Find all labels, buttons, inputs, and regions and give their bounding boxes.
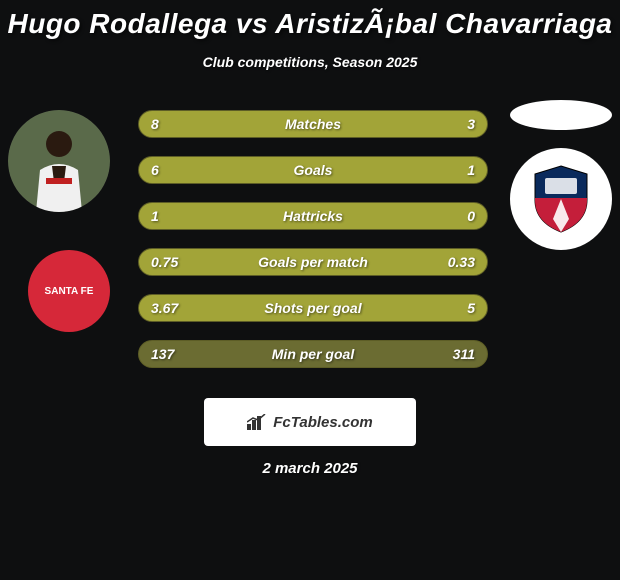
- stat-bar: 0.75 Goals per match 0.33: [138, 248, 488, 276]
- stat-bar: 3.67 Shots per goal 5: [138, 294, 488, 322]
- stat-left-value: 0.75: [151, 254, 178, 270]
- chart-icon: [247, 414, 267, 430]
- stat-right-value: 0.33: [448, 254, 475, 270]
- page-title: Hugo Rodallega vs AristizÃ¡bal Chavarria…: [0, 0, 620, 40]
- player1-avatar: [8, 110, 110, 212]
- stat-bar: 8 Matches 3: [138, 110, 488, 138]
- player2-avatar: [510, 100, 612, 130]
- stat-label: Min per goal: [272, 346, 354, 362]
- club-badge-label: SANTA FE: [45, 286, 94, 297]
- stat-label: Shots per goal: [264, 300, 361, 316]
- content-area: SANTA FE 8 Matches 3 6 Goals 1 1 Hattricks 0 0.75…: [0, 110, 620, 368]
- stat-left-value: 137: [151, 346, 174, 362]
- branding-label: FcTables.com: [273, 414, 372, 431]
- stat-label: Goals: [294, 162, 333, 178]
- stat-right-value: 1: [467, 162, 475, 178]
- stat-right-value: 5: [467, 300, 475, 316]
- comparison-card: Hugo Rodallega vs AristizÃ¡bal Chavarria…: [0, 0, 620, 580]
- stat-label: Hattricks: [283, 208, 343, 224]
- stat-bar: 6 Goals 1: [138, 156, 488, 184]
- stat-left-value: 6: [151, 162, 159, 178]
- date-label: 2 march 2025: [0, 460, 620, 477]
- stat-bars: 8 Matches 3 6 Goals 1 1 Hattricks 0 0.75 Goals per…: [138, 110, 488, 368]
- stat-label: Matches: [285, 116, 341, 132]
- stat-left-value: 8: [151, 116, 159, 132]
- player-silhouette-icon: [8, 110, 110, 212]
- stat-label: Goals per match: [258, 254, 368, 270]
- shield-icon: [531, 164, 591, 234]
- stat-right-value: 311: [453, 346, 475, 362]
- stat-bar: 137 Min per goal 311: [138, 340, 488, 368]
- player2-club-badge: [510, 148, 612, 250]
- stat-right-value: 0: [467, 208, 475, 224]
- stat-left-value: 1: [151, 208, 159, 224]
- branding-box: FcTables.com: [204, 398, 416, 446]
- subtitle: Club competitions, Season 2025: [0, 54, 620, 70]
- stat-left-value: 3.67: [151, 300, 178, 316]
- player1-club-badge: SANTA FE: [28, 250, 110, 332]
- stat-bar: 1 Hattricks 0: [138, 202, 488, 230]
- stat-right-value: 3: [467, 116, 475, 132]
